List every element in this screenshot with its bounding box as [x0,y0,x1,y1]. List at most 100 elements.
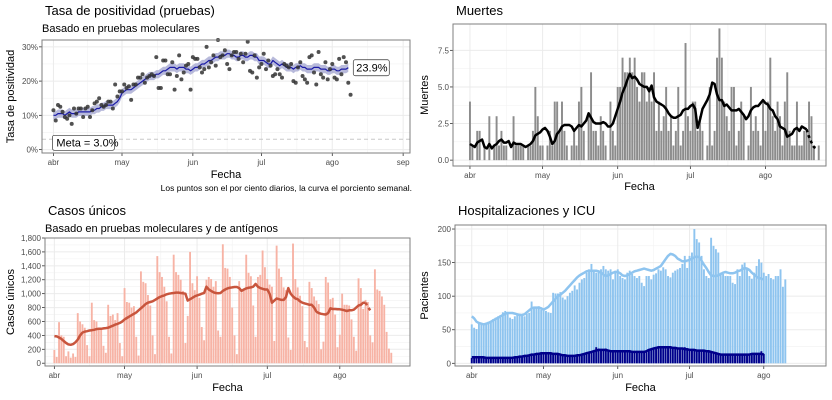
muertes-bar [798,145,801,161]
daily-point [122,82,127,87]
casos-bar [289,350,292,364]
muertes-bar [512,116,515,161]
hosp-bar [664,269,667,364]
hosp-bar [710,237,713,364]
casos-bar [299,295,301,364]
icu-bar [700,349,703,364]
icu-bar [722,355,725,364]
muertes-bar [495,116,498,161]
icu-bar [475,357,478,364]
casos-bar [233,335,236,364]
hosp-bar [506,313,509,364]
muertes-bar [708,86,711,161]
casos-bar [310,288,313,364]
casos-bar [364,299,367,364]
icu-bar [635,351,638,364]
x-tick-label: abr [49,371,61,380]
casos-bar [121,356,124,364]
hosp-bar [614,270,617,364]
casos-bar [221,244,224,364]
muertes-bar [670,116,672,161]
casos-bar [79,321,82,364]
hosp-bar [760,262,763,364]
y-tick-label: 1,000 [21,290,42,299]
icu-bar [585,353,588,364]
icu-bar [686,348,689,364]
muertes-bar [650,101,653,161]
hosp-bar [691,252,693,364]
casos-bar [100,329,103,364]
casos-bar [191,283,194,364]
hosp-bar [655,273,658,364]
casos-bar [359,288,362,364]
muertes-bar [626,72,629,161]
muertes-bar [636,86,639,161]
casos-bar [252,305,255,364]
y-tick-label: 1,800 [21,234,42,243]
hosp-bar [571,290,574,364]
casos-bar [67,351,70,364]
icu-bar [710,351,713,364]
muertes-bar [478,130,481,161]
hosp-bar [583,278,586,364]
muertes-bar [752,130,755,161]
daily-point [273,72,278,77]
daily-point [209,60,214,65]
hosp-bar [693,229,696,364]
daily-point [181,70,186,75]
icu-bar [717,354,720,364]
icu-bar [561,355,564,364]
muertes-bar [488,116,491,161]
daily-point [142,80,147,85]
y-tick-label: 1,200 [21,276,42,285]
muertes-bar [619,86,622,161]
hosp-bar [494,317,497,364]
muertes-bar [500,130,503,161]
casos-bar [109,315,112,364]
daily-point [211,53,216,58]
casos-bar [273,340,276,364]
hosp-bar [633,276,636,364]
muertes-bar [640,72,643,161]
casos-bar [331,297,334,364]
icu-bar [755,353,758,364]
muertes-bar [779,116,781,161]
muertes-bar [732,86,735,161]
muertes-bar [667,130,670,161]
daily-point [113,82,118,87]
hosp-bar [748,276,751,364]
hosp-bar [504,310,507,364]
hosp-bar [509,317,512,364]
daily-point [268,63,273,68]
muertes-bar [592,130,595,161]
casos-bar [114,320,117,364]
muertes-bar [810,116,813,161]
icu-bar [521,356,523,364]
daily-point [222,48,227,53]
daily-point [74,111,79,116]
daily-point [254,75,259,80]
icu-bar [542,353,545,364]
muertes-bar [740,101,743,161]
hosp-bar [609,269,612,364]
y-tick-label: 400 [28,331,42,340]
muertes-bar [556,101,559,161]
daily-point [108,99,113,104]
y-tick-label: 0 [447,359,452,368]
icu-bar [554,354,557,364]
hosp-bar [765,276,768,364]
hosp-bar [736,269,739,364]
daily-point [220,53,225,58]
icu-bar [564,355,567,364]
daily-point [328,67,332,72]
casos-bar [147,295,149,364]
muertes-bar [757,130,760,161]
casos-bar [88,356,91,364]
y-tick-label: 2.5 [438,120,450,129]
muertes-bar [638,101,641,161]
muertes-bar [701,130,704,161]
daily-point [341,55,346,60]
hosp-bar [473,327,476,364]
icu-bar [614,351,617,364]
icu-bar [511,357,514,364]
